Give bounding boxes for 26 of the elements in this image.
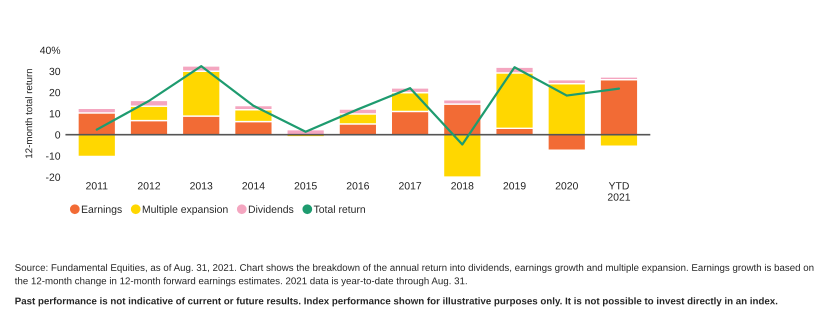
text: Past performance is not indicative of current or future results. Index performance shown for illustrative purposes only. It is not possible to invest directly in an index. [15, 297, 778, 306]
y-tick-label: 20 [50, 88, 60, 96]
x-tick-label: 2018 [451, 182, 474, 190]
x-tick-label: 2011 [86, 182, 108, 190]
source-note: Source: Fundamental Equities, as of Aug. 31, 2021. Chart shows the breakdown of the annual return into dividends, earnings growth and multiple expansion. Earnings growth is based on the 12-month change in 12-month forward earnings estimates. 2021 data is year-to-date through Aug. 31. [14, 264, 814, 286]
x-tick-label: 2014 [242, 182, 265, 190]
legend-label: Multiple expansion [142, 205, 228, 216]
x-tick-label: 2019 [503, 182, 526, 190]
y-tick-label: -20 [46, 174, 60, 181]
x-tick-label: 2020 [556, 182, 578, 190]
x-tick-label: 2016 [346, 182, 370, 190]
y-tick-label: 30 [49, 68, 60, 76]
legend-label: Earnings [82, 205, 122, 216]
line-series [96, 65, 620, 146]
legend-label: Total return [314, 205, 365, 213]
y-tick-label: 40% [40, 46, 60, 54]
legend-label: Dividends [248, 205, 294, 213]
y-tick-label: -10 [46, 152, 60, 160]
y-tick-label: 10 [50, 110, 60, 118]
x-tick-label: YTD 2021 [608, 182, 630, 201]
x-tick-label: 2017 [399, 182, 422, 190]
x-tick-label: 2015 [294, 182, 317, 190]
x-tick-label: 2013 [190, 182, 212, 190]
y-tick-label: 0 [55, 131, 60, 139]
y-axis-title: 12-month total return [25, 69, 32, 158]
x-tick-label: 2012 [138, 182, 160, 190]
